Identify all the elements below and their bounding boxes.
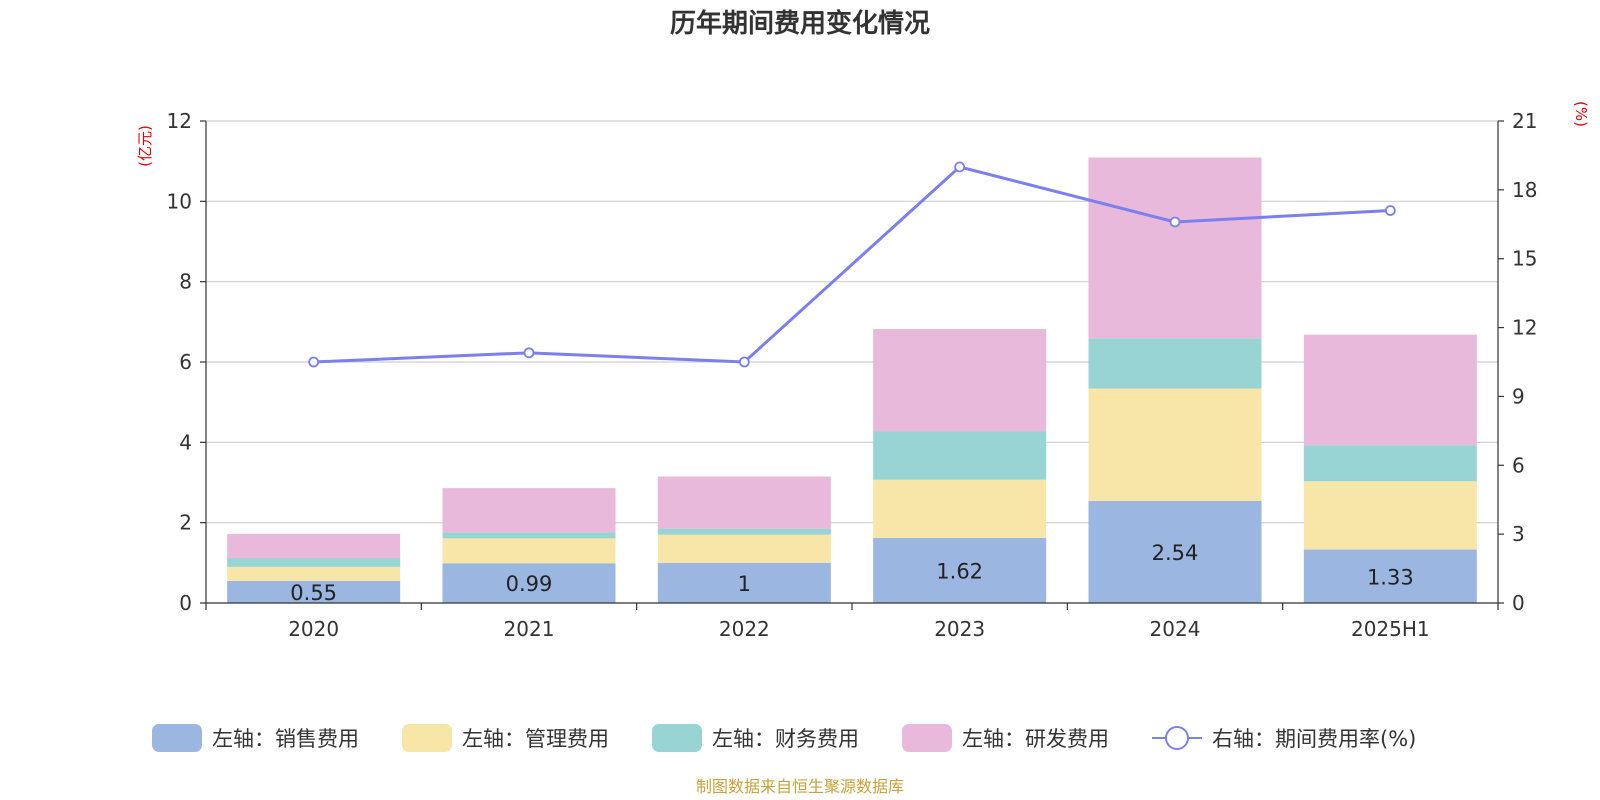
bar-segment [873,329,1047,432]
legend-label: 左轴：财务费用 [712,727,859,751]
x-axis-tick-label: 2021 [504,617,555,641]
left-axis-tick-label: 2 [179,511,192,535]
bar-segment [442,532,616,539]
line-point [954,161,966,173]
bar-group: 0.55 0.99 1 1.62 2.54 1.33 [227,157,1477,605]
left-axis-tick-label: 4 [179,430,192,454]
legend-swatch [152,724,202,752]
right-axis-tick-label: 12 [1512,316,1537,340]
legend-label: 左轴：管理费用 [462,727,609,751]
right-axis-tick-label: 21 [1512,109,1537,133]
left-axis-tick-label: 8 [179,270,192,294]
line-group [308,161,1396,368]
legend: 左轴：销售费用 左轴：管理费用 左轴：财务费用 左轴：研发费用 右轴：期间费用率(%) [152,724,1416,752]
legend-marker [1165,726,1189,750]
right-axis-tick-label: 18 [1512,178,1537,202]
bar-segment [657,534,831,563]
bar-segment [227,580,401,603]
legend-label: 右轴：期间费用率(%) [1212,727,1416,751]
bar-segment [1088,338,1262,389]
chart-title: 历年期间费用变化情况 [670,8,930,39]
right-axis-unit: (%) [1572,101,1590,127]
data-label: 0.99 [506,572,553,596]
data-label: 1.33 [1367,565,1414,589]
bar-segment [227,533,401,559]
left-axis-tick-label: 0 [179,591,192,615]
legend-label: 左轴：研发费用 [962,727,1109,751]
bar-segment [442,538,616,564]
line-point [1169,216,1181,228]
right-axis-tick-label: 6 [1512,453,1525,477]
left-axis-tick-label: 12 [167,109,192,133]
bar-segment [442,488,616,533]
legend-label: 左轴：销售费用 [212,727,359,751]
bar-segment [227,566,401,581]
left-axis-tick-label: 6 [179,350,192,374]
bar-segment [1303,481,1477,550]
x-axis-tick-label: 2022 [719,617,770,641]
bar-segment [657,528,831,535]
data-label: 0.55 [290,581,337,605]
x-axis-tick-label: 2023 [934,617,985,641]
bar-segment [873,479,1047,538]
bar-segment [1303,445,1477,482]
data-label: 1 [738,572,751,596]
grid-lines [206,120,1498,524]
data-label: 1.62 [936,559,983,583]
bar-segment [873,431,1047,480]
line-point [308,356,320,368]
right-axis-tick-label: 3 [1512,522,1525,546]
bar-segment [1088,157,1262,339]
bar-segment [1088,500,1262,603]
bar-segment [657,476,831,529]
axes: 0 2 4 6 8 10 12 0 3 6 9 12 15 18 21 2020 2021 2022 2023 202… [136,101,1590,641]
line-point [523,347,535,359]
left-axis-tick-label: 10 [167,189,192,213]
legend-swatch [902,724,952,752]
left-axis-unit: (亿元) [136,125,154,167]
x-axis-tick-label: 2024 [1150,617,1201,641]
line-point [738,356,750,368]
bar-segment [657,562,831,603]
x-axis-tick-label: 2020 [288,617,339,641]
x-axis-tick-label: 2025H1 [1351,617,1430,641]
line-point [1384,205,1396,216]
right-axis-tick-label: 0 [1512,591,1525,615]
bar-segment [1088,388,1262,501]
bar-segment [1303,549,1477,603]
right-axis-tick-label: 9 [1512,384,1525,408]
bar-segment [1303,334,1477,446]
bar-segment [227,558,401,567]
data-label: 2.54 [1152,541,1199,565]
legend-swatch [652,724,702,752]
rate-line [313,165,1391,364]
legend-swatch [402,724,452,752]
right-axis-tick-label: 15 [1512,247,1537,271]
source-note: 制图数据来自恒生聚源数据库 [696,777,904,796]
bar-segment [873,537,1047,603]
bar-segment [442,563,616,603]
